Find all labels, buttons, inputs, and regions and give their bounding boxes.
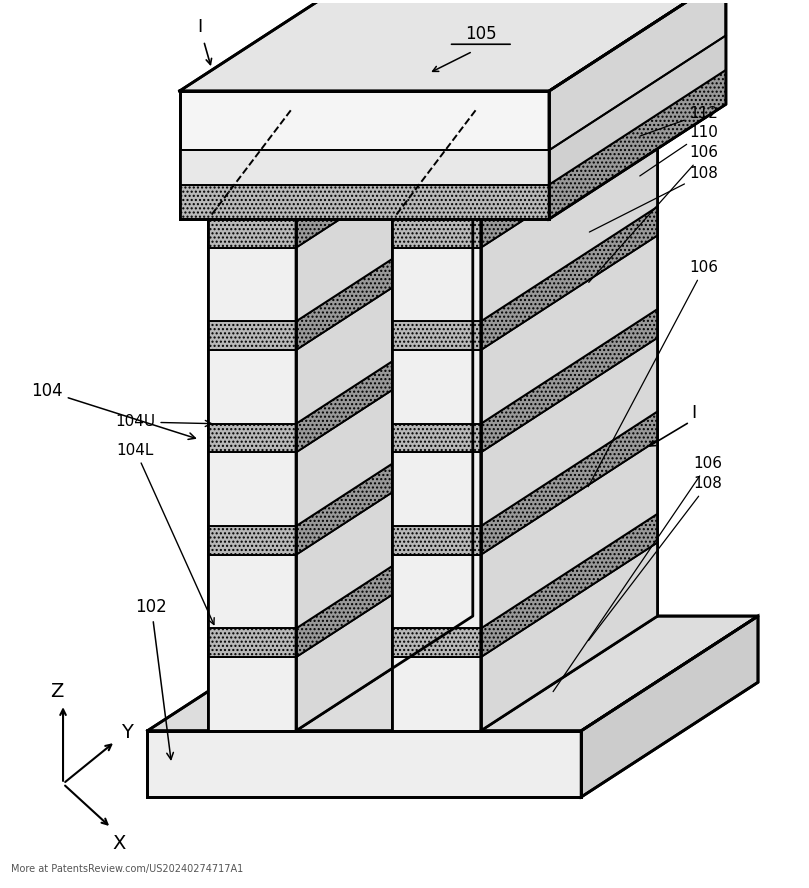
Polygon shape xyxy=(208,424,296,452)
Polygon shape xyxy=(392,350,481,424)
Polygon shape xyxy=(208,452,296,526)
Polygon shape xyxy=(392,629,481,657)
Polygon shape xyxy=(392,248,481,321)
Polygon shape xyxy=(392,148,481,731)
Polygon shape xyxy=(296,235,472,424)
Polygon shape xyxy=(392,526,481,555)
Text: 102: 102 xyxy=(136,599,173,759)
Polygon shape xyxy=(147,616,758,731)
Text: 104L: 104L xyxy=(116,443,214,624)
Text: 105: 105 xyxy=(465,25,497,43)
Polygon shape xyxy=(180,91,549,219)
Polygon shape xyxy=(481,337,658,526)
Polygon shape xyxy=(392,555,481,629)
Text: 112: 112 xyxy=(640,106,718,136)
Polygon shape xyxy=(208,321,296,350)
Polygon shape xyxy=(581,616,758,797)
Text: I: I xyxy=(691,404,697,422)
Text: 106: 106 xyxy=(553,456,722,692)
Polygon shape xyxy=(208,34,472,148)
Text: 104U: 104U xyxy=(116,415,211,430)
Polygon shape xyxy=(296,104,472,248)
Text: X: X xyxy=(112,834,126,853)
Polygon shape xyxy=(549,36,726,185)
Polygon shape xyxy=(392,219,481,248)
Polygon shape xyxy=(208,248,296,321)
Polygon shape xyxy=(296,309,472,452)
Polygon shape xyxy=(296,34,472,731)
Polygon shape xyxy=(296,337,472,526)
Polygon shape xyxy=(208,219,296,248)
Polygon shape xyxy=(296,207,472,350)
Polygon shape xyxy=(180,0,726,91)
Polygon shape xyxy=(180,185,549,219)
Polygon shape xyxy=(549,0,726,219)
Text: 110: 110 xyxy=(640,125,718,176)
Text: More at PatentsReview.com/US20240274717A1: More at PatentsReview.com/US20240274717A… xyxy=(11,864,243,874)
Text: Z: Z xyxy=(50,682,63,701)
Polygon shape xyxy=(392,657,481,731)
Text: Y: Y xyxy=(121,723,133,742)
Polygon shape xyxy=(481,514,658,657)
Polygon shape xyxy=(392,321,481,350)
Polygon shape xyxy=(296,440,472,629)
Polygon shape xyxy=(481,411,658,555)
Polygon shape xyxy=(296,543,472,731)
Polygon shape xyxy=(481,34,658,731)
Polygon shape xyxy=(392,452,481,526)
Text: 106: 106 xyxy=(589,146,718,282)
Text: 104: 104 xyxy=(32,382,195,440)
Polygon shape xyxy=(147,731,581,797)
Text: 106: 106 xyxy=(588,260,718,487)
Text: I: I xyxy=(197,19,202,36)
Polygon shape xyxy=(549,70,726,219)
Polygon shape xyxy=(481,207,658,350)
Polygon shape xyxy=(208,350,296,424)
Polygon shape xyxy=(481,309,658,452)
Polygon shape xyxy=(296,133,472,321)
Text: 108: 108 xyxy=(589,476,722,640)
Polygon shape xyxy=(208,629,296,657)
Polygon shape xyxy=(208,526,296,555)
Text: 108: 108 xyxy=(590,166,718,232)
Polygon shape xyxy=(208,148,296,731)
Polygon shape xyxy=(208,555,296,629)
Polygon shape xyxy=(392,424,481,452)
Polygon shape xyxy=(392,34,658,148)
Polygon shape xyxy=(481,104,658,248)
Polygon shape xyxy=(481,543,658,731)
Polygon shape xyxy=(481,440,658,629)
Polygon shape xyxy=(180,150,549,185)
Polygon shape xyxy=(481,235,658,424)
Polygon shape xyxy=(208,657,296,731)
Polygon shape xyxy=(296,411,472,555)
Polygon shape xyxy=(481,133,658,321)
Polygon shape xyxy=(296,514,472,657)
